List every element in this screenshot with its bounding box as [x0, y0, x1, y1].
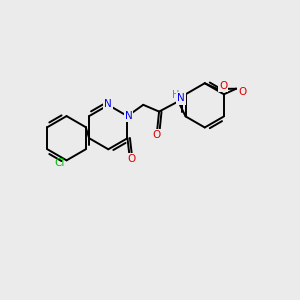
Text: N: N [177, 94, 185, 103]
Text: O: O [152, 130, 160, 140]
Text: Cl: Cl [55, 158, 65, 168]
Text: O: O [238, 87, 246, 97]
Text: N: N [124, 111, 132, 121]
Text: N: N [104, 99, 112, 109]
Text: H: H [172, 90, 179, 100]
Text: O: O [219, 81, 227, 91]
Text: O: O [127, 154, 136, 164]
